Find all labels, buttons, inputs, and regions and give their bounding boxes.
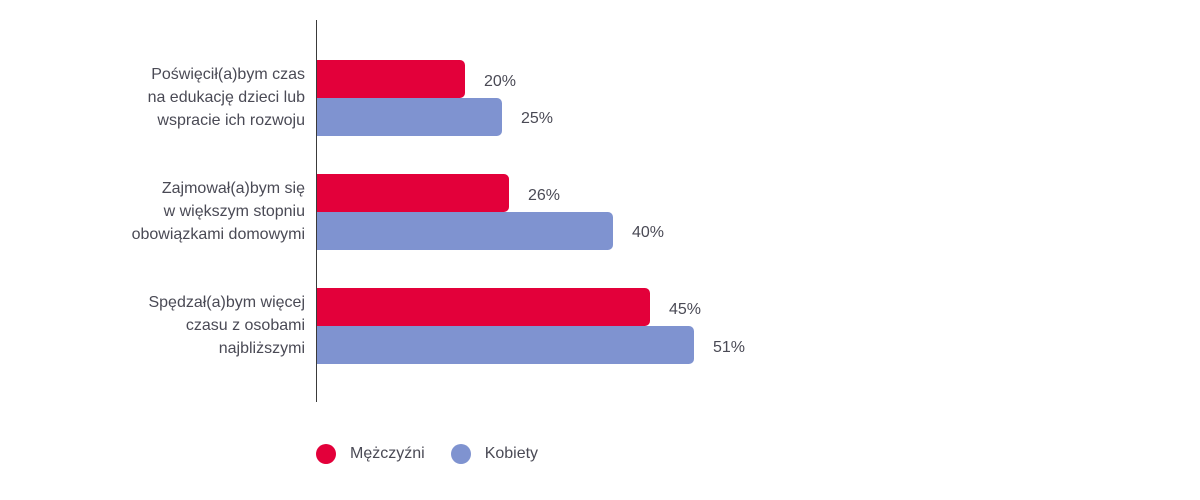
category-label-line: Zajmował(a)bym się [161, 180, 305, 197]
bar-women-2 [317, 212, 613, 250]
category-label-line: najbliższymi [218, 340, 305, 357]
bar-men-1 [317, 60, 465, 98]
legend-dot-icon [450, 444, 471, 464]
value-label-women-3: 51% [713, 339, 746, 356]
value-label-men-2: 26% [528, 187, 561, 204]
category-label-2: Zajmował(a)bym się w większym stopniu ob… [65, 177, 305, 246]
category-label-1: Poświęcił(a)bym czas na edukację dzieci … [65, 63, 305, 132]
legend-label-women: Kobiety [484, 445, 539, 462]
category-label-line: czasu z osobami [185, 317, 305, 334]
category-label-line: obowiązkami domowymi [131, 226, 305, 243]
legend: Mężczyźni Kobiety [316, 441, 564, 467]
y-axis-line [316, 20, 317, 402]
bar-women-3 [317, 326, 694, 364]
bar-men-2 [317, 174, 509, 212]
category-label-line: Spędzał(a)bym więcej [148, 294, 305, 311]
value-label-men-1: 20% [484, 73, 517, 90]
category-label-line: wspracie ich rozwoju [157, 112, 305, 129]
legend-label-men: Mężczyźni [350, 445, 425, 462]
legend-item-women[interactable]: Kobiety [450, 444, 539, 464]
category-label-line: Poświęcił(a)bym czas [151, 66, 305, 83]
value-label-women-2: 40% [632, 224, 665, 241]
legend-dot-icon [316, 444, 336, 464]
category-label-3: Spędzał(a)bym więcej czasu z osobami naj… [65, 291, 305, 360]
value-label-women-1: 25% [521, 110, 554, 127]
value-label-men-3: 45% [669, 301, 702, 318]
legend-item-men[interactable]: Mężczyźni [316, 444, 425, 464]
bar-men-3 [317, 288, 650, 326]
category-label-line: w większym stopniu [163, 203, 305, 220]
bar-women-1 [317, 98, 502, 136]
category-label-line: na edukację dzieci lub [147, 89, 305, 106]
